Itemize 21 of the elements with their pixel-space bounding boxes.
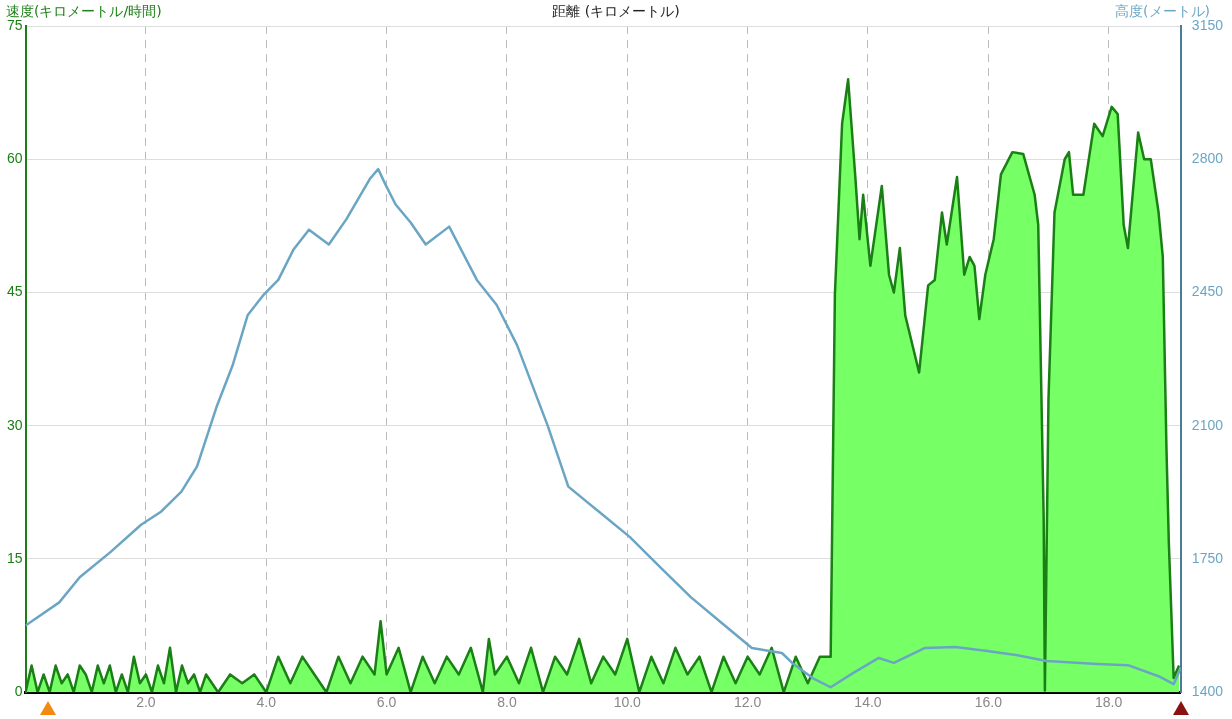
x-tick-label: 12.0 <box>734 694 762 711</box>
y2-tick-label: 2450 <box>1191 283 1224 300</box>
x-tick-label: 8.0 <box>497 694 517 711</box>
y2-tick-label: 2100 <box>1191 416 1224 433</box>
x-tick-label: 10.0 <box>613 694 642 711</box>
y2-tick-label: 1750 <box>1191 549 1224 566</box>
y-tick-label: 45 <box>6 283 23 300</box>
y-tick-label: 15 <box>6 549 23 566</box>
x-tick-label: 18.0 <box>1095 694 1123 711</box>
x-tick-label: 6.0 <box>376 694 397 711</box>
y-tick-label: 0 <box>14 683 23 700</box>
x-tick-label: 4.0 <box>256 694 277 711</box>
x-tick-label: 14.0 <box>854 694 882 711</box>
y-tick-label: 30 <box>6 416 23 433</box>
x-tick-label: 16.0 <box>974 694 1003 711</box>
y-tick-label: 60 <box>6 150 23 167</box>
y-axis-title: 速度(キロメートル/時間) <box>6 3 162 20</box>
x-axis-title: 距離 (キロメートル) <box>552 3 680 19</box>
y2-tick-label: 2800 <box>1191 150 1224 167</box>
x-tick-label: 2.0 <box>136 694 156 711</box>
y2-tick-label: 1400 <box>1191 683 1224 700</box>
